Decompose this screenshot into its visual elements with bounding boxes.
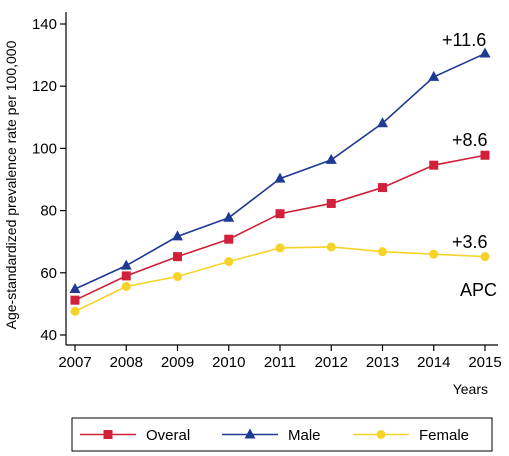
data-point-female bbox=[173, 272, 182, 282]
data-point-female bbox=[275, 243, 285, 253]
data-point-male bbox=[325, 153, 337, 164]
data-point-male bbox=[69, 282, 81, 293]
annotation-female: +3.6 bbox=[452, 232, 488, 252]
annotation-apc: APC bbox=[460, 280, 497, 300]
data-point-overal bbox=[429, 160, 439, 170]
data-point-overal bbox=[275, 209, 285, 219]
data-point-male bbox=[120, 259, 132, 270]
series-male bbox=[69, 47, 491, 293]
x-tick-label: 2009 bbox=[161, 354, 194, 371]
data-point-male bbox=[428, 70, 440, 81]
x-tick-label: 2011 bbox=[264, 354, 296, 371]
data-point-overal bbox=[224, 234, 234, 244]
annotation-male: +11.6 bbox=[442, 30, 486, 50]
legend-marker-male bbox=[244, 428, 256, 439]
x-tick-label: 2010 bbox=[212, 354, 245, 371]
axes: 40 60 80 100 120 140 2007 2008 2009 2010 2011 2012 2… bbox=[32, 12, 502, 371]
data-point-overal bbox=[70, 295, 80, 305]
y-tick-label: 60 bbox=[40, 265, 57, 282]
data-point-female bbox=[121, 281, 131, 291]
y-tick-label: 140 bbox=[32, 16, 57, 33]
data-point-female bbox=[224, 257, 234, 267]
y-tick-label: 80 bbox=[40, 203, 57, 220]
y-tick-label: 40 bbox=[40, 327, 57, 344]
data-point-female bbox=[480, 252, 490, 262]
data-point-overal bbox=[326, 198, 336, 208]
x-axis-title: Years bbox=[453, 381, 488, 397]
data-point-overal bbox=[173, 252, 182, 262]
legend-box bbox=[71, 417, 493, 452]
legend-marker-overal bbox=[103, 430, 113, 439]
legend: Overal Male Female bbox=[71, 417, 493, 452]
data-point-overal bbox=[378, 183, 387, 193]
data-point-male bbox=[479, 47, 491, 58]
y-tick-label: 100 bbox=[32, 140, 57, 157]
data-point-female bbox=[70, 306, 80, 316]
series-layer bbox=[69, 47, 491, 316]
series-line-female bbox=[74, 246, 486, 313]
data-point-male bbox=[274, 172, 286, 183]
data-point-male bbox=[223, 211, 235, 222]
y-tick-label: 120 bbox=[32, 78, 57, 95]
x-tick-label: 2008 bbox=[110, 354, 143, 371]
series-female bbox=[70, 242, 490, 316]
x-tick-label: 2015 bbox=[468, 354, 501, 371]
legend-marker-female bbox=[376, 430, 386, 439]
data-point-female bbox=[429, 249, 439, 259]
annotations: +11.6 +8.6 +3.6 APC bbox=[442, 30, 497, 300]
data-point-male bbox=[377, 117, 388, 128]
legend-label-female: Female bbox=[419, 427, 469, 444]
legend-label-overal: Overal bbox=[146, 427, 190, 444]
x-tick-label: 2012 bbox=[315, 354, 348, 371]
data-point-male bbox=[172, 230, 183, 241]
series-overal bbox=[70, 150, 490, 305]
annotation-overall: +8.6 bbox=[452, 130, 488, 150]
data-point-overal bbox=[121, 271, 131, 281]
data-point-overal bbox=[480, 150, 490, 160]
x-tick-label: 2007 bbox=[58, 354, 91, 371]
y-axis-title: Age-standardized prevalence rate per 100… bbox=[3, 40, 19, 329]
legend-label-male: Male bbox=[288, 427, 321, 444]
data-point-female bbox=[378, 247, 387, 257]
x-tick-label: 2013 bbox=[366, 354, 399, 371]
x-tick-label: 2014 bbox=[417, 354, 450, 371]
data-point-female bbox=[326, 242, 336, 252]
